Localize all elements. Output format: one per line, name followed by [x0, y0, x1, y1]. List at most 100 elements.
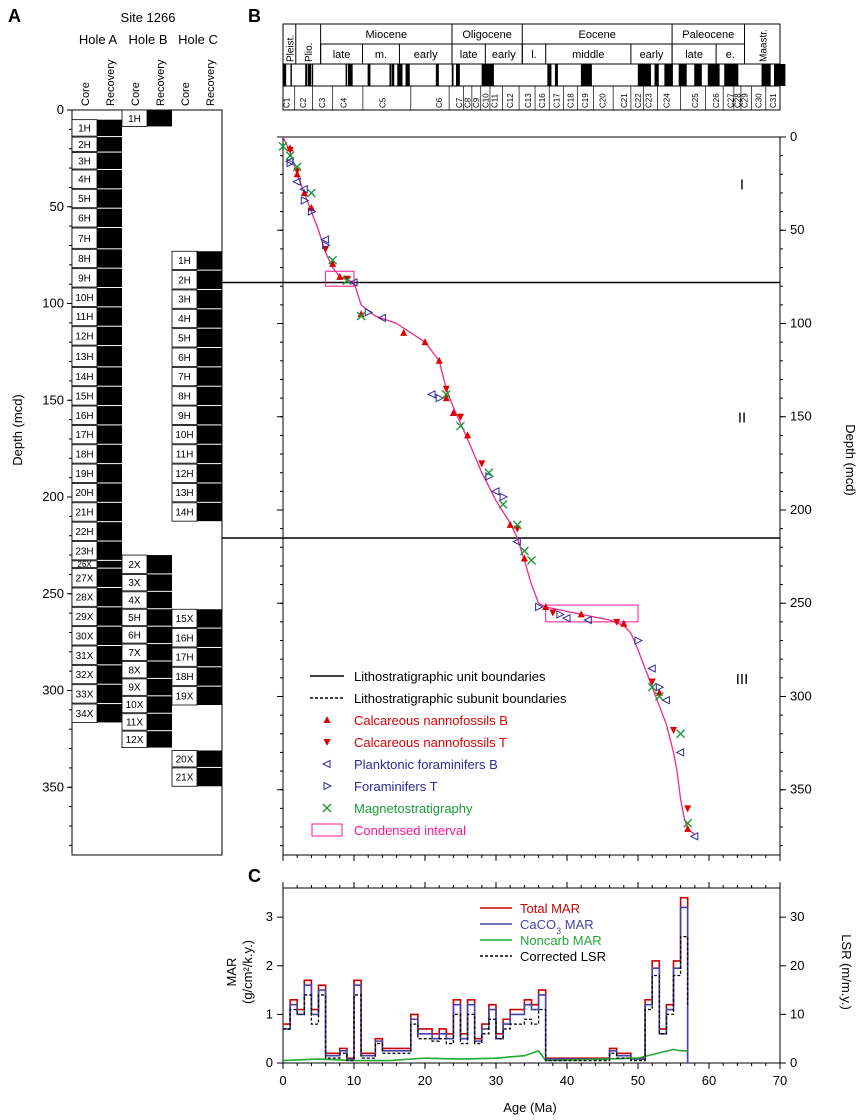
recovery-bar [97, 189, 122, 208]
hole-c-header: Hole C [178, 32, 218, 47]
condensed-interval [325, 270, 355, 287]
foram-t-marker [499, 492, 509, 502]
recovery-bar [147, 609, 172, 626]
chron-label: C27 [726, 93, 735, 108]
chron-label: C6 [435, 97, 444, 108]
core-label: 1H [178, 256, 191, 267]
recovery-bar [97, 228, 122, 249]
chron-label: C21 [620, 93, 629, 108]
recovery-bar [97, 568, 122, 587]
plank-b-marker [561, 613, 571, 623]
subepoch-label: late [685, 49, 703, 61]
nanno-b-marker [357, 310, 365, 318]
foram-t-marker [286, 158, 296, 168]
nanno-t-marker [286, 147, 294, 155]
nanno-b-marker [520, 554, 528, 562]
plank-b-marker [647, 664, 656, 673]
recovery-bar [147, 696, 172, 713]
core-label: 16H [75, 411, 93, 422]
unit-label: II [738, 410, 746, 427]
foram-t-marker [655, 682, 665, 692]
legend-label: Magnetostratigraphy [354, 801, 473, 816]
recovery-bar [197, 628, 222, 647]
unit-label: I [740, 177, 744, 194]
ytick-right-label: 30 [790, 909, 804, 924]
core-label: 18H [175, 672, 193, 683]
recovery-bar [197, 251, 222, 270]
core-label: 28X [76, 593, 94, 604]
ytick-label: 250 [42, 586, 64, 601]
plank-b-marker [426, 390, 436, 399]
core-label: 1H [128, 114, 141, 125]
recovery-bar [97, 483, 122, 502]
chron-label: C8 [464, 97, 473, 108]
polarity-normal [290, 64, 292, 86]
core-label: 12X [126, 735, 144, 746]
core-label: 21H [75, 508, 93, 519]
polarity-normal [724, 64, 739, 86]
core-label: 8H [178, 391, 191, 402]
panel-b-ylabel: Depth (mcd) [843, 424, 858, 496]
magneto-marker [676, 729, 686, 739]
polarity-normal [547, 64, 552, 86]
recovery-bar [97, 560, 122, 568]
core-col-header: Core [180, 82, 192, 106]
nanno-b-marker [421, 338, 429, 346]
legend-label: Condensed interval [354, 823, 466, 838]
recovery-bar [97, 406, 122, 425]
epoch-label: Eocene [579, 29, 616, 41]
recovery-bar [97, 587, 122, 607]
recovery-bar [197, 750, 222, 767]
ytick-left-label: 0 [266, 1055, 273, 1070]
polarity-normal [678, 64, 687, 86]
polarity-normal [392, 64, 395, 86]
nanno-t-marker [549, 609, 557, 617]
xtick-label: 70 [773, 1073, 787, 1088]
recovery-bar [197, 406, 222, 425]
magneto-marker [278, 141, 288, 151]
chron-label: C11 [491, 93, 500, 108]
ytick-right-label: 20 [790, 958, 804, 973]
polarity-normal [580, 64, 592, 86]
core-label: 29X [76, 612, 94, 623]
nanno-b-marker [464, 431, 472, 439]
core-label: 3H [78, 156, 91, 167]
nanno-b-marker [329, 259, 337, 267]
nanno-b-marker [506, 520, 514, 528]
core-label: 13H [75, 352, 93, 363]
recovery-bar [97, 464, 122, 483]
recovery-bar [97, 646, 122, 665]
subepoch-label: late [333, 49, 351, 61]
xtick-label: 60 [702, 1073, 716, 1088]
recovery-bar [147, 555, 172, 574]
recovery-bar [197, 270, 222, 289]
chron-label: C10 [481, 93, 490, 108]
epoch-label: Oligocene [462, 29, 512, 41]
core-label: 7H [78, 234, 91, 245]
plank-b-marker [377, 313, 386, 323]
foram-t-marker [634, 636, 644, 645]
nanno-b-marker [435, 356, 443, 364]
legend-label: CaCO3 MAR [520, 917, 594, 936]
legend-label: Corrected LSR [520, 949, 606, 964]
polarity-normal [435, 64, 439, 86]
subepoch-label: middle [572, 49, 604, 61]
recovery-bar [97, 665, 122, 684]
chron-label: C16 [538, 93, 547, 108]
ytick-label: 50 [50, 199, 64, 214]
polarity-normal [307, 64, 312, 86]
nanno-t-marker [442, 385, 450, 393]
legend-label: Calcareous nannofossils T [354, 735, 507, 750]
ytick-label-right: 0 [790, 129, 797, 144]
legend-label: Noncarb MAR [520, 933, 602, 948]
core-label: 17H [75, 430, 93, 441]
site-title: Site 1266 [121, 10, 176, 25]
magneto-marker [441, 389, 451, 399]
plank-b-marker [689, 832, 699, 841]
core-label: 2X [128, 560, 141, 571]
core-label: 12H [75, 331, 93, 342]
plank-b-marker [292, 177, 301, 187]
